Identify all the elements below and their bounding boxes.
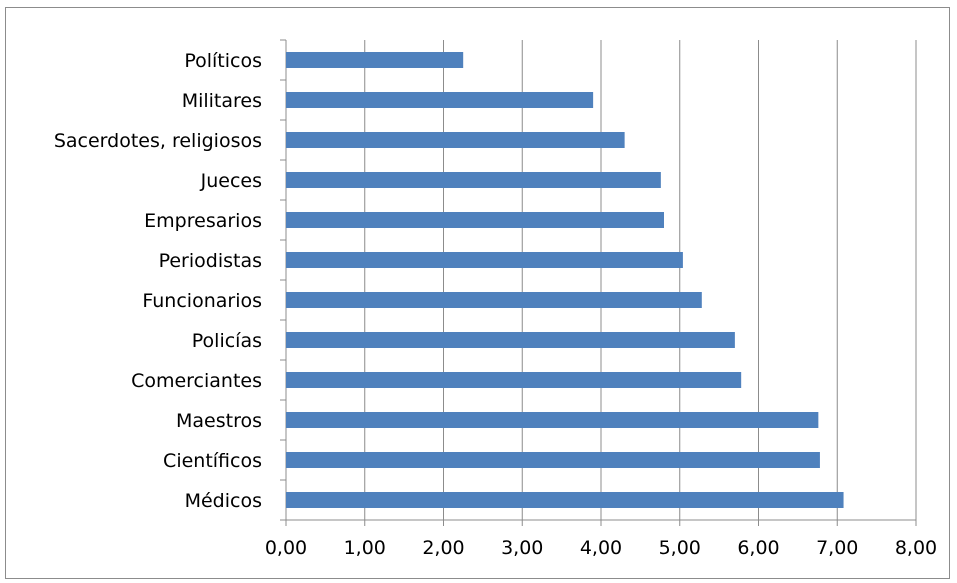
category-label: Políticos	[184, 50, 262, 72]
bar	[286, 372, 742, 388]
category-label: Maestros	[176, 410, 262, 432]
bar	[286, 212, 664, 228]
x-tick-label: 1,00	[344, 537, 386, 559]
x-tick-label: 4,00	[580, 537, 622, 559]
category-label: Comerciantes	[131, 370, 262, 392]
x-tick-label: 2,00	[422, 537, 464, 559]
category-label: Policías	[192, 330, 262, 352]
bar	[286, 132, 625, 148]
bar	[286, 452, 820, 468]
bar	[286, 172, 661, 188]
x-tick-label: 0,00	[265, 537, 307, 559]
category-label: Sacerdotes, religiosos	[54, 130, 262, 152]
bar	[286, 412, 819, 428]
category-label: Médicos	[185, 490, 262, 512]
bar	[286, 252, 683, 268]
x-tick-label: 5,00	[659, 537, 701, 559]
bar	[286, 52, 464, 68]
category-label: Periodistas	[159, 250, 262, 272]
category-label: Militares	[182, 90, 262, 112]
x-tick-label: 8,00	[895, 537, 937, 559]
x-tick-label: 6,00	[737, 537, 779, 559]
x-tick-label: 3,00	[501, 537, 543, 559]
category-label: Empresarios	[144, 210, 262, 232]
x-tick-label: 7,00	[816, 537, 858, 559]
bar	[286, 492, 844, 508]
bar	[286, 332, 735, 348]
category-label: Jueces	[200, 170, 262, 192]
category-label: Científicos	[163, 450, 262, 472]
bar	[286, 292, 702, 308]
bar	[286, 92, 594, 108]
category-label: Funcionarios	[142, 290, 262, 312]
